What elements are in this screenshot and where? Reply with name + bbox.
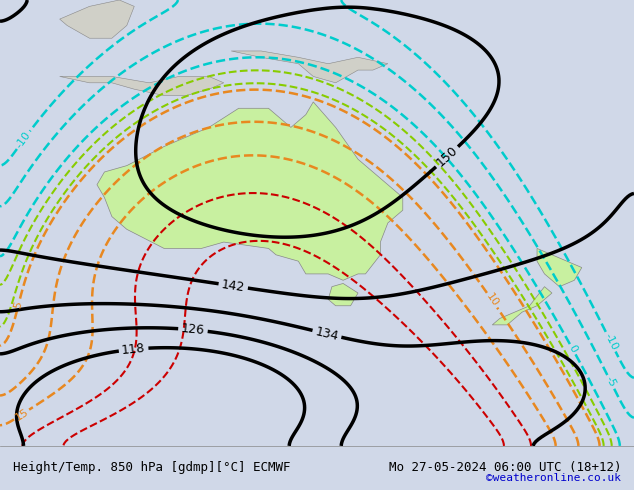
Text: -10: -10 [602,331,619,352]
Text: 10: 10 [484,292,500,309]
Polygon shape [492,287,552,325]
Polygon shape [328,283,358,306]
Text: Mo 27-05-2024 06:00 UTC (18+12): Mo 27-05-2024 06:00 UTC (18+12) [389,462,621,474]
Text: 150: 150 [434,144,460,170]
Polygon shape [231,51,388,83]
Polygon shape [97,102,403,280]
Text: 118: 118 [121,342,146,357]
Polygon shape [60,0,134,38]
Polygon shape [60,76,224,96]
Text: 134: 134 [314,325,340,343]
Text: 0: 0 [566,343,579,354]
Text: 15: 15 [13,407,30,422]
Text: Height/Temp. 850 hPa [gdmp][°C] ECMWF: Height/Temp. 850 hPa [gdmp][°C] ECMWF [13,462,290,474]
Text: 126: 126 [181,322,205,338]
Polygon shape [537,248,582,287]
Text: -10: -10 [14,130,33,150]
Text: ©weatheronline.co.uk: ©weatheronline.co.uk [486,473,621,483]
Text: -5: -5 [604,374,618,389]
Text: 5: 5 [13,300,24,309]
Text: 142: 142 [221,278,246,294]
